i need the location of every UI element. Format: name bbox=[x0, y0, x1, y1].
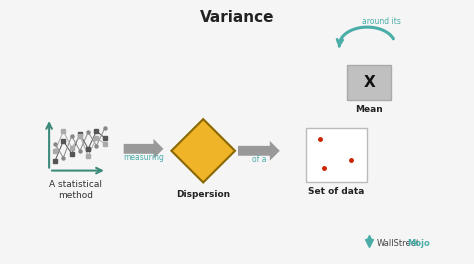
Polygon shape bbox=[172, 119, 235, 182]
Polygon shape bbox=[124, 139, 164, 159]
Text: measuring: measuring bbox=[123, 153, 164, 162]
Text: Dispersion: Dispersion bbox=[176, 190, 230, 199]
FancyBboxPatch shape bbox=[306, 128, 367, 182]
Polygon shape bbox=[238, 141, 280, 161]
Text: around its: around its bbox=[362, 17, 401, 26]
Text: WallStreet: WallStreet bbox=[377, 239, 420, 248]
Text: Mojo: Mojo bbox=[407, 239, 430, 248]
Text: Set of data: Set of data bbox=[308, 187, 365, 196]
Text: Mean: Mean bbox=[356, 105, 383, 114]
Text: X: X bbox=[364, 75, 375, 90]
Text: of a: of a bbox=[252, 155, 266, 164]
Text: A statistical
method: A statistical method bbox=[49, 181, 102, 200]
FancyBboxPatch shape bbox=[347, 65, 391, 100]
Text: Variance: Variance bbox=[200, 10, 274, 25]
